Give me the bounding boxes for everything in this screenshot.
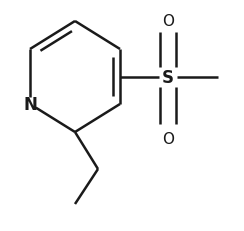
Text: O: O xyxy=(162,132,174,147)
Text: N: N xyxy=(23,96,37,113)
Text: O: O xyxy=(162,14,174,29)
Text: S: S xyxy=(162,69,174,87)
